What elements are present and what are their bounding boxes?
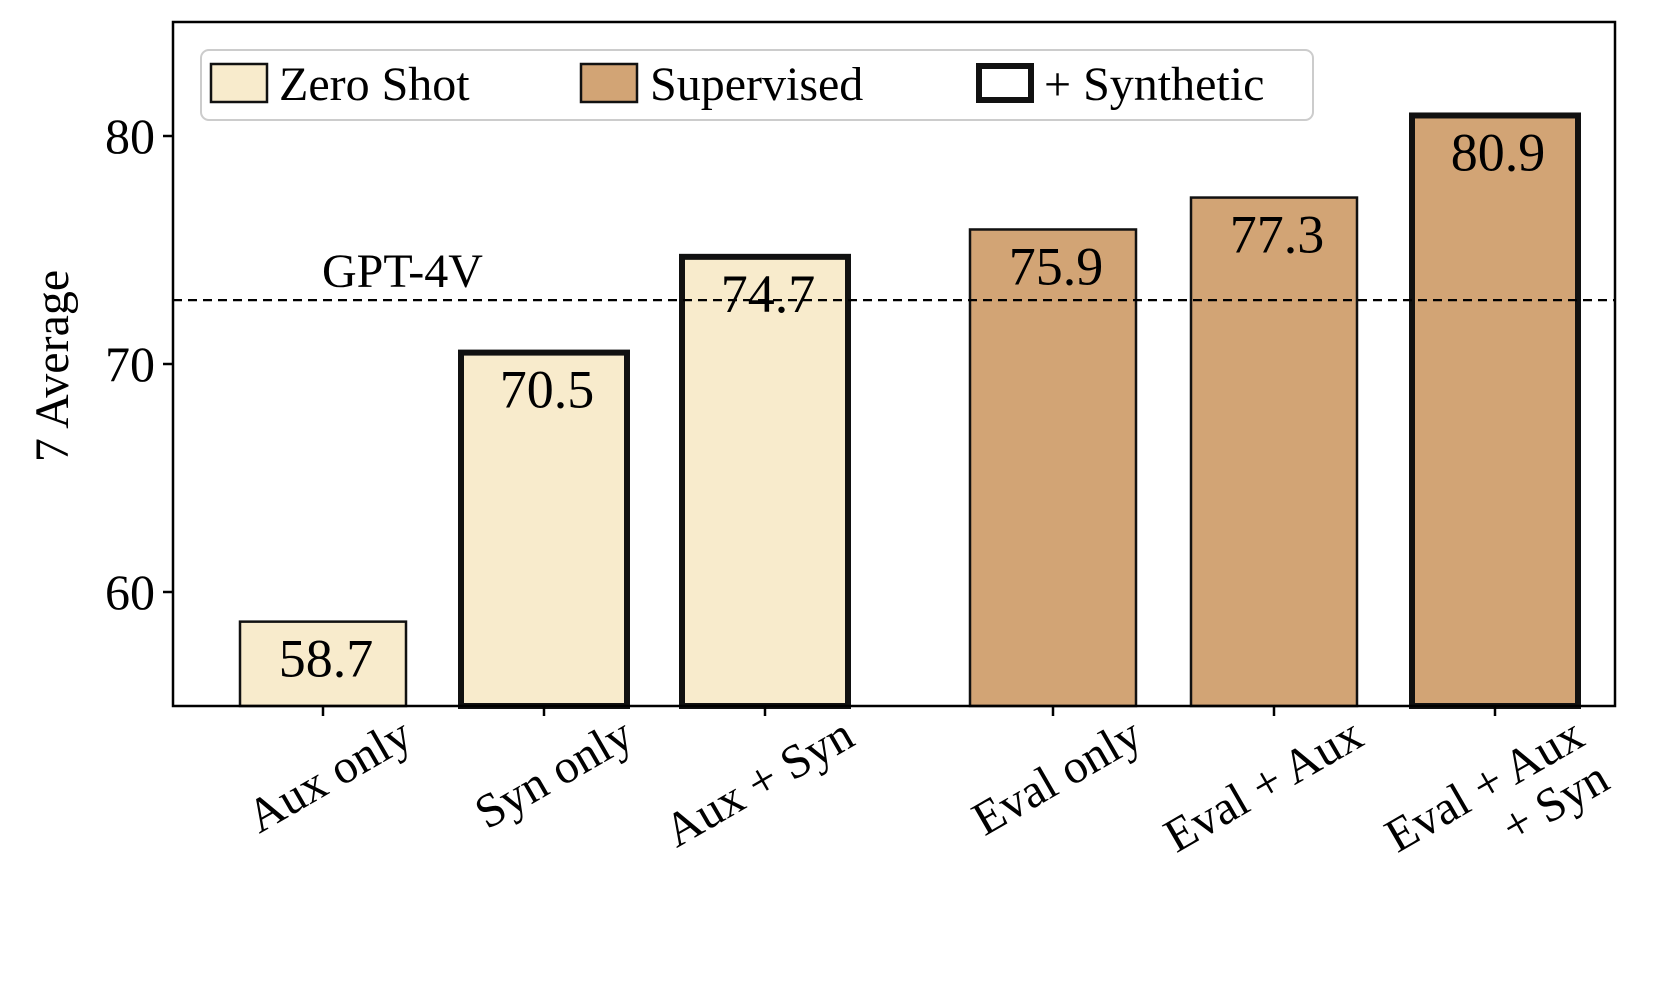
bar-0 [238,620,408,708]
bar-1 [458,349,630,709]
legend-swatch-supervised [579,62,639,104]
x-category-label: Eval only [964,708,1151,847]
legend-label-supervised: Supervised [650,58,863,111]
plot-area-frame [171,20,1617,708]
x-category-label: Aux only [238,708,420,844]
legend-label-synthetic: + Synthetic [1044,58,1264,111]
bar-5 [1409,112,1581,710]
x-category-label: Syn only [466,708,641,840]
bar-value-label: 74.7 [721,264,816,324]
y-axis-title: 7 Average [26,270,79,462]
x-category-label: Eval + Aux [1155,708,1371,863]
y-tick-label: 70 [105,336,155,392]
x-category-label-line: Eval only [964,708,1151,847]
y-tick-label: 60 [105,564,155,620]
bar-value-label: 58.7 [279,629,374,689]
bar-2 [679,253,851,709]
legend-swatch-synthetic [976,63,1034,103]
value-labels-layer: 58.7 70.5 74.7 75.9 77.3 80.9 [279,122,1546,688]
x-category-label-line: Aux + Syn [655,708,862,858]
bars-layer [238,112,1581,710]
x-category-label-line: Syn only [466,708,641,840]
x-category-label-line: Aux only [238,708,420,844]
bar-3 [968,228,1138,708]
bar-value-label: 80.9 [1451,122,1546,182]
bar-value-label: 75.9 [1009,236,1104,296]
y-tick-label: 80 [105,108,155,164]
legend: Zero Shot Supervised + Synthetic [200,49,1314,121]
bar-value-label: 70.5 [500,360,595,420]
x-category-label: Aux + Syn [655,708,862,858]
legend-swatch-zero-shot [209,62,269,104]
legend-label-zero-shot: Zero Shot [279,58,470,111]
bar-value-label: 77.3 [1230,205,1325,265]
bar-4 [1189,196,1359,708]
reference-layer: GPT-4V [173,245,1615,302]
legend-box [200,49,1314,121]
gpt4v-reference-label: GPT-4V [322,245,483,298]
x-category-label-line: Eval + Aux [1155,708,1371,863]
x-category-label: Eval + Aux+ Syn [1376,708,1617,907]
